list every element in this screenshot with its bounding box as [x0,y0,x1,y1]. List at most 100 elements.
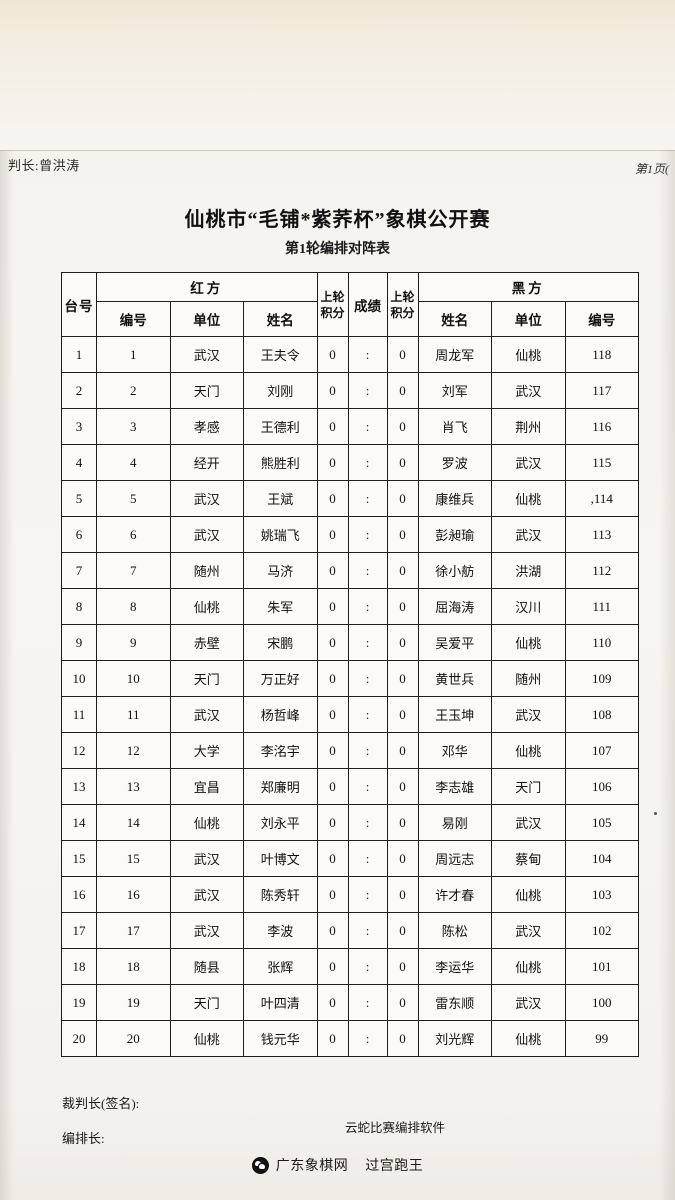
table-row: 4 4 经开 熊胜利 0:0 罗波 武汉 115 [61,444,639,481]
cell-black-num: 101 [564,948,639,985]
photo-left-shadow [0,150,14,1200]
cell-red-pts: 0 [316,516,349,553]
cell-black-num: 108 [564,696,639,733]
cell-red-num: 6 [96,516,171,553]
cell-red-unit: 天门 [169,372,244,409]
cell-red-name: 张辉 [243,948,318,985]
table-row: 10 10 天门 万正好 0:0 黄世兵 随州 109 [61,660,639,697]
cell-black-pts: 0 [386,948,419,985]
cell-score: : [347,876,388,913]
cell-black-pts: 0 [386,552,419,589]
header-red-unit: 单位 [169,301,244,337]
cell-red-name: 朱军 [243,588,318,625]
cell-red-name: 叶博文 [243,840,318,877]
cell-black-num: 106 [564,768,639,805]
cell-black-unit: 汉川 [491,588,566,625]
cell-black-pts: 0 [386,588,419,625]
header-red-pts-label: 上轮积分 [320,289,345,320]
cell-black-num: 117 [564,372,639,409]
cell-red-name: 刘刚 [243,372,318,409]
cell-red-name: 叶四清 [243,984,318,1021]
cell-red-pts: 0 [316,840,349,877]
cell-tai: 20 [61,1020,97,1057]
cell-black-name: 吴爱平 [417,624,492,661]
cell-red-name: 宋鹏 [243,624,318,661]
page-subtitle: 第1轮编排对阵表 [285,242,390,257]
cell-black-num: 107 [564,732,639,769]
cell-tai: 8 [61,588,97,625]
cell-black-pts: 0 [386,696,419,733]
cell-red-pts: 0 [316,444,349,481]
cell-black-num: 109 [564,660,639,697]
cell-red-pts: 0 [316,552,349,589]
cell-black-unit: 武汉 [491,516,566,553]
table-row: 2 2 天门 刘刚 0:0 刘军 武汉 117 [61,372,639,409]
cell-black-unit: 随州 [491,660,566,697]
cell-black-unit: 仙桃 [491,948,566,985]
pairing-table: 台号 红方 上轮积分 成绩 上轮积分 黑方 编号 单位 姓名 姓名 单位 编号 … [61,272,639,1057]
table-row: 14 14 仙桃 刘永平 0:0 易刚 武汉 105 [61,804,639,841]
cell-black-unit: 蔡甸 [491,840,566,877]
cell-black-unit: 武汉 [491,804,566,841]
cell-tai: 2 [61,372,97,409]
cell-red-pts: 0 [316,912,349,949]
cell-score: : [347,732,388,769]
cell-tai: 3 [61,408,97,445]
cell-score: : [347,408,388,445]
cell-black-num: 104 [564,840,639,877]
photo-top-band [0,0,675,88]
cell-black-num: 116 [564,408,639,445]
cell-red-name: 钱元华 [243,1020,318,1057]
photo-right-shadow [659,150,675,1200]
cell-score: : [347,696,388,733]
cell-red-num: 5 [96,480,171,517]
table-row: 19 19 天门 叶四清 0:0 雷东顺 武汉 100 [61,984,639,1021]
table-row: 18 18 随县 张辉 0:0 李运华 仙桃 101 [61,948,639,985]
cell-red-name: 李波 [243,912,318,949]
cell-black-unit: 武汉 [491,984,566,1021]
cell-black-pts: 0 [386,660,419,697]
cell-red-unit: 武汉 [169,840,244,877]
cell-red-pts: 0 [316,660,349,697]
cell-tai: 5 [61,480,97,517]
cell-black-unit: 武汉 [491,444,566,481]
cell-red-unit: 仙桃 [169,588,244,625]
cell-black-unit: 洪湖 [491,552,566,589]
cell-tai: 13 [61,768,97,805]
cell-black-num: ,114 [564,480,639,517]
cell-red-unit: 孝感 [169,408,244,445]
table-row: 7 7 随州 马济 0:0 徐小舫 洪湖 112 [61,552,639,589]
cell-black-name: 黄世兵 [417,660,492,697]
cell-red-unit: 仙桃 [169,804,244,841]
table-row: 5 5 武汉 王斌 0:0 康维兵 仙桃 ,114 [61,480,639,517]
watermark: 广东象棋网 过宫跑王 [0,1155,675,1175]
cell-black-pts: 0 [386,768,419,805]
cell-black-name: 刘光辉 [417,1020,492,1057]
cell-black-unit: 仙桃 [491,876,566,913]
wechat-icon [251,1156,269,1174]
cell-red-pts: 0 [316,588,349,625]
cell-score: : [347,984,388,1021]
cell-black-pts: 0 [386,516,419,553]
header-black-unit: 单位 [491,301,566,337]
table-header-row-columns: 编号 单位 姓名 姓名 单位 编号 [62,301,639,337]
cell-red-num: 11 [96,696,171,733]
cell-red-pts: 0 [316,732,349,769]
cell-red-unit: 天门 [169,660,244,697]
cell-red-pts: 0 [316,408,349,445]
cell-red-unit: 随州 [169,552,244,589]
cell-black-name: 雷东顺 [417,984,492,1021]
cell-red-name: 陈秀轩 [243,876,318,913]
cell-red-pts: 0 [316,984,349,1021]
header-black-name: 姓名 [417,301,492,337]
cell-red-num: 1 [96,336,171,373]
cell-tai: 10 [61,660,97,697]
header-rule [0,150,675,151]
cell-score: : [347,948,388,985]
cell-score: : [347,912,388,949]
cell-tai: 11 [61,696,97,733]
header-tai: 台号 [61,272,97,337]
cell-score: : [347,336,388,373]
cell-black-num: 99 [564,1020,639,1057]
